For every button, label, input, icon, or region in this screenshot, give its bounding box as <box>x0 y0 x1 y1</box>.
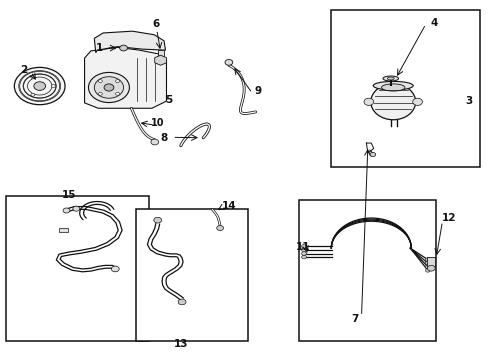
Polygon shape <box>94 31 165 53</box>
Circle shape <box>425 258 429 261</box>
Ellipse shape <box>372 81 412 90</box>
Bar <box>5 196 149 341</box>
Circle shape <box>98 93 102 95</box>
Text: 12: 12 <box>441 213 456 222</box>
Bar <box>158 50 163 58</box>
Circle shape <box>63 208 70 213</box>
Circle shape <box>154 217 161 223</box>
Circle shape <box>178 299 185 305</box>
Text: 6: 6 <box>152 19 159 30</box>
Circle shape <box>111 266 119 272</box>
Ellipse shape <box>386 77 393 80</box>
Circle shape <box>104 84 114 91</box>
Circle shape <box>31 93 35 96</box>
Text: 11: 11 <box>295 242 309 252</box>
Circle shape <box>151 139 158 145</box>
Text: 13: 13 <box>174 339 188 349</box>
Circle shape <box>216 226 223 230</box>
Circle shape <box>115 93 119 95</box>
Circle shape <box>412 98 422 105</box>
Text: 5: 5 <box>165 95 172 105</box>
Circle shape <box>98 80 102 82</box>
Circle shape <box>301 252 306 255</box>
Ellipse shape <box>381 84 404 91</box>
Circle shape <box>73 206 80 211</box>
Text: 4: 4 <box>429 18 436 28</box>
Circle shape <box>14 67 65 105</box>
Circle shape <box>363 98 373 105</box>
Ellipse shape <box>382 76 398 81</box>
Text: 2: 2 <box>20 64 28 75</box>
Circle shape <box>425 269 429 272</box>
Circle shape <box>51 85 55 87</box>
Circle shape <box>369 152 375 157</box>
Circle shape <box>94 77 123 98</box>
Circle shape <box>301 244 306 248</box>
Circle shape <box>34 82 45 90</box>
Circle shape <box>425 265 429 269</box>
Circle shape <box>31 76 35 79</box>
Text: 7: 7 <box>350 314 358 324</box>
Polygon shape <box>84 47 166 108</box>
Bar <box>427 257 434 267</box>
Bar <box>59 228 68 232</box>
Circle shape <box>224 59 232 65</box>
Circle shape <box>115 80 119 82</box>
Bar <box>136 209 248 341</box>
Circle shape <box>301 255 306 259</box>
Text: 9: 9 <box>254 86 261 96</box>
Text: 14: 14 <box>221 201 236 211</box>
Text: 10: 10 <box>151 118 164 128</box>
Circle shape <box>88 72 129 103</box>
Bar <box>330 10 479 167</box>
Text: 8: 8 <box>160 133 167 143</box>
Text: 3: 3 <box>464 96 471 106</box>
Text: 15: 15 <box>61 190 76 200</box>
Text: 1: 1 <box>95 43 102 53</box>
Ellipse shape <box>370 84 415 120</box>
Circle shape <box>301 248 306 252</box>
Circle shape <box>425 261 429 265</box>
Bar <box>299 200 435 341</box>
Circle shape <box>120 45 127 51</box>
Circle shape <box>427 265 434 271</box>
